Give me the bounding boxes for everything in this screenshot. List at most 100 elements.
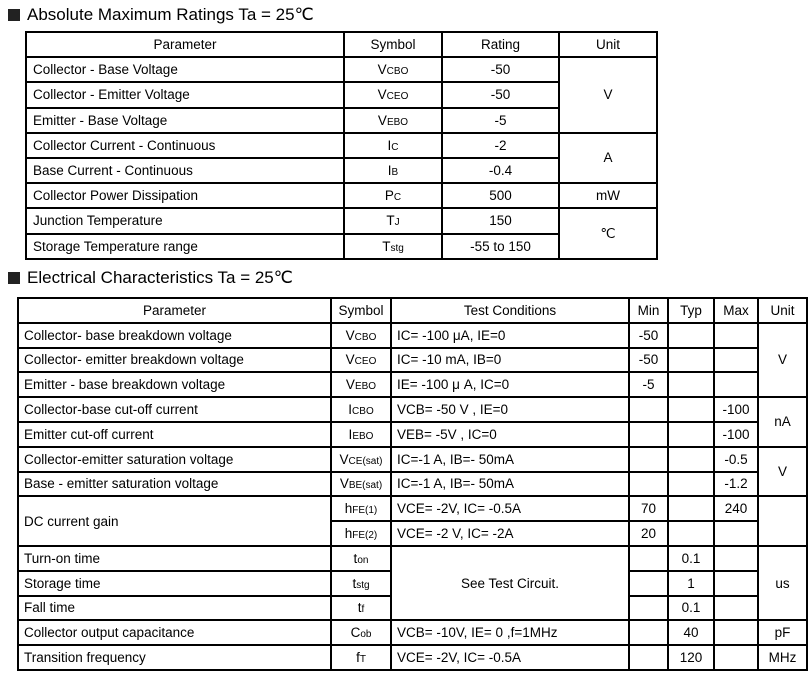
symbol-subscript: T	[359, 654, 366, 666]
symbol-cell: hFE(1)	[330, 495, 392, 523]
symbol-subscript: stg	[356, 579, 370, 591]
min-cell	[628, 569, 669, 597]
parameter-cell: Collector Current - Continuous	[25, 131, 345, 159]
bullet-square-icon	[8, 272, 20, 284]
rating-cell: -55 to 150	[441, 232, 560, 260]
test-conditions-cell: VCB= -10V, IE= 0 ,f=1MHz	[390, 619, 630, 647]
column-header: Unit	[757, 297, 808, 324]
table-row: Collector-emitter saturation voltage V CE(…	[17, 445, 808, 498]
section-heading-absolute-max: Absolute Maximum Ratings Ta = 25℃	[8, 5, 314, 25]
table-row: Turn-on time ton See Test Circuit. 0.1 us	[17, 544, 808, 622]
unit-cell: MHz	[757, 644, 808, 671]
symbol-cell: hFE(2)	[330, 520, 392, 547]
bullet-square-icon	[8, 9, 20, 21]
symbol-main: T	[382, 238, 391, 254]
max-cell	[713, 346, 759, 374]
parameter-cell: Junction Temperature	[25, 207, 345, 235]
rating-cell: -0.4	[441, 156, 560, 185]
symbol-main: t	[353, 550, 358, 566]
test-conditions-cell: VCB= -50 V , IE=0	[390, 396, 630, 423]
parameter-cell: DC current gain	[17, 495, 332, 547]
header-row: Parameter Symbol Test Conditions Min Typ Max U…	[17, 297, 808, 324]
table-row: Collector output capacitance Cob VCB= -10V…	[17, 619, 808, 647]
typ-cell	[667, 371, 715, 399]
symbol-cell: ICBO	[330, 396, 392, 423]
max-cell	[713, 371, 759, 399]
parameter-cell: Collector output capacitance	[17, 619, 332, 647]
max-cell	[713, 644, 759, 671]
parameter-cell: Emitter - Base Voltage	[25, 106, 345, 134]
min-cell	[628, 544, 669, 572]
column-header: Max	[713, 297, 759, 324]
parameter-cell: Collector- base breakdown voltage	[17, 321, 332, 349]
symbol-cell: VEBO	[330, 371, 392, 399]
max-cell	[713, 544, 759, 572]
rating-cell: -2	[441, 131, 560, 159]
typ-cell: 1	[667, 569, 715, 597]
parameter-cell: Base Current - Continuous	[25, 156, 345, 185]
parameter-cell: Collector-base cut-off current	[17, 396, 332, 423]
parameter-cell: Base - emitter saturation voltage	[17, 470, 332, 498]
table-row: Collector-base cut-off current ICBO VCB= -…	[17, 396, 808, 448]
unit-cell: A	[558, 131, 658, 185]
parameter-cell: Collector-emitter saturation voltage	[17, 445, 332, 473]
unit-cell: V	[757, 445, 808, 498]
symbol-main: V	[339, 476, 349, 492]
typ-cell	[667, 321, 715, 349]
typ-cell	[667, 396, 715, 423]
symbol-subscript: CBO	[352, 406, 374, 418]
symbol-subscript: CE(sat)	[348, 455, 383, 467]
test-conditions-cell: IE= -100 μ A, IC=0	[390, 371, 630, 399]
table-row: Collector Power Dissipation PC 500 mW	[25, 182, 658, 210]
test-conditions-cell: IC=-1 A, IB=- 50mA	[390, 470, 630, 498]
symbol-cell: fT	[330, 644, 392, 671]
table-row: Storage time tstg 1	[17, 569, 807, 597]
parameter-cell: Fall time	[17, 594, 332, 622]
table-row: Emitter - base breakdown voltage VEBO IE= …	[17, 371, 807, 399]
symbol-cell: TJ	[343, 207, 443, 235]
test-conditions-cell: See Test Circuit.	[390, 544, 630, 622]
unit-cell: mW	[558, 182, 658, 210]
symbol-subscript: CEO	[354, 356, 377, 368]
max-cell: 240	[713, 495, 759, 523]
symbol-main: V	[377, 87, 387, 103]
table-row: Transition frequency fT VCE= -2V, IC= -0.5…	[17, 644, 808, 671]
symbol-main: V	[345, 377, 355, 393]
column-header: Parameter	[17, 297, 332, 324]
unit-cell: pF	[757, 619, 808, 647]
rating-cell: 150	[441, 207, 560, 235]
unit-cell	[757, 495, 808, 547]
symbol-main: I	[348, 426, 353, 442]
symbol-subscript: f	[361, 604, 365, 616]
symbol-main: T	[386, 213, 395, 229]
symbol-main: f	[356, 650, 360, 666]
unit-cell: nA	[757, 396, 808, 448]
electrical-characteristics-table: Parameter Symbol Test Conditions Min Typ Max U…	[17, 297, 808, 671]
parameter-cell: Collector Power Dissipation	[25, 182, 345, 210]
symbol-subscript: EBO	[386, 116, 409, 128]
max-cell: -100	[713, 420, 759, 448]
table-row: Fall time tf 0.1	[17, 594, 807, 622]
min-cell	[628, 420, 669, 448]
symbol-main: I	[387, 163, 392, 179]
section-title: Absolute Maximum Ratings Ta = 25℃	[27, 5, 314, 24]
typ-cell: 120	[667, 644, 715, 671]
column-header: Rating	[441, 30, 560, 59]
symbol-main: t	[352, 575, 357, 591]
parameter-cell: Turn-on time	[17, 544, 332, 572]
table-row: Base - emitter saturation voltage VBE(sat…	[17, 470, 807, 498]
table-row: Emitter - Base Voltage VEBO -5	[25, 106, 657, 134]
parameter-cell: Collector - Base Voltage	[25, 56, 345, 84]
min-cell: 70	[628, 495, 669, 523]
symbol-main: I	[348, 402, 353, 418]
symbol-subscript: J	[394, 217, 400, 229]
test-conditions-cell: IC= -100 μA, IE=0	[390, 321, 630, 349]
symbol-cell: VCEO	[330, 346, 392, 374]
max-cell: -0.5	[713, 445, 759, 473]
max-cell	[713, 520, 759, 547]
min-cell	[628, 619, 669, 647]
column-header: Typ	[667, 297, 715, 324]
symbol-cell: PC	[343, 182, 443, 210]
symbol-main: h	[344, 526, 353, 542]
typ-cell	[667, 420, 715, 448]
